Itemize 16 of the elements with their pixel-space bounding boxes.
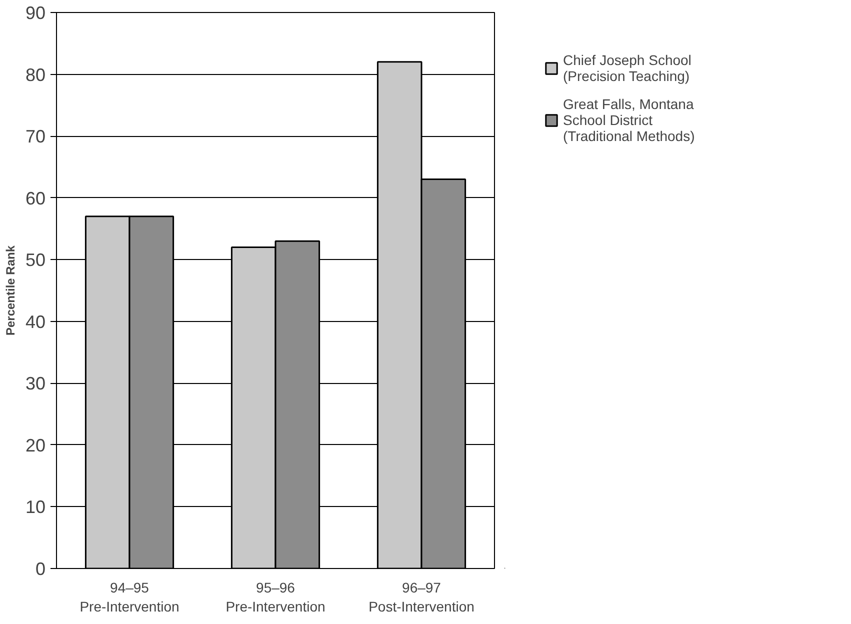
x-tick-label: 95–96 Pre-Intervention (226, 580, 326, 615)
y-tick-label: 80 (25, 64, 46, 85)
x-tick-label: 96–97 Post-Intervention (368, 580, 474, 615)
y-tick-label: 40 (25, 312, 46, 332)
x-tick-label: 94–95 Pre-Intervention (80, 580, 180, 615)
legend-label: Great Falls, Montana School District (Traditional Methods) (563, 96, 695, 144)
y-tick-label: 30 (25, 374, 46, 394)
y-tick-label: 50 (25, 250, 46, 270)
y-axis-title: Percentile Rank (3, 245, 18, 336)
y-tick-label: 0 (35, 559, 46, 579)
y-tick-label: 90 (25, 3, 46, 23)
y-tick-label: 70 (25, 126, 46, 147)
y-tick-label: 20 (25, 435, 46, 456)
y-tick-label: 60 (25, 188, 46, 208)
y-tick-label: 10 (25, 497, 46, 518)
legend-label: Chief Joseph School (Precision Teaching) (563, 52, 692, 84)
